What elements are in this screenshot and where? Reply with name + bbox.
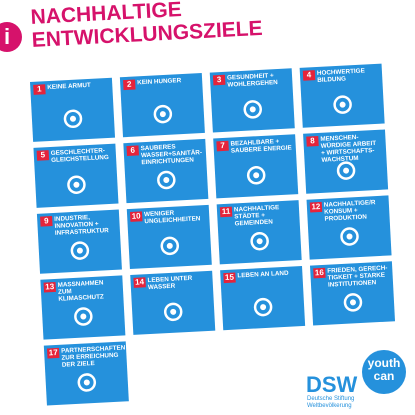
goal-icon — [149, 102, 176, 130]
goal-icon — [59, 107, 86, 135]
goal-icon — [250, 295, 277, 323]
goal-tile: 17 PARTNERSCHAFTEN ZUR ERREICHUNG DER ZIELE — [43, 341, 129, 406]
goal-tile: 10 WENIGER UNGLEICHHEITEN — [126, 204, 212, 270]
goal-tile: 8 MENSCHEN- WÜRDIGE ARBEIT + WIRTSCHAFTS- WA… — [303, 129, 389, 194]
goal-number: 16 — [313, 267, 326, 279]
goal-icon — [156, 234, 183, 262]
goal-label: BEZAHLBARE + SAUBERE ENERGIE — [230, 137, 294, 155]
icon-shape — [253, 297, 273, 317]
icon-shape — [333, 95, 352, 114]
goal-number: 14 — [133, 277, 146, 288]
info-icon: i — [0, 22, 22, 52]
goal-tile: 14 LEBEN UNTER WASSER — [130, 270, 216, 335]
goal-label-line: KEIN HUNGER — [137, 77, 182, 87]
goal-label: GESCHLECHTER- GLEICHSTELLUNG — [51, 147, 115, 164]
goal-icon — [329, 93, 356, 121]
goal-tile: 2 KEIN HUNGER — [119, 72, 205, 138]
goal-number: 3 — [212, 74, 226, 86]
goal-label: INDUSTRIE, INNOVATION + INFRASTRUKTUR — [54, 213, 118, 237]
goal-label: KEIN HUNGER — [137, 76, 200, 86]
goal-grid: 1 KEINE ARMUT 2 KEIN HUNGER 3 GESUNDHEIT + WOH… — [30, 63, 403, 407]
goal-number: 4 — [302, 70, 316, 81]
goal-tile: 11 NACHHALTIGE STÄDTE + GEMEINDEN — [216, 200, 302, 265]
icon-shape — [153, 104, 173, 124]
icon-shape — [70, 241, 90, 260]
goal-icon — [160, 300, 187, 328]
goal-number: 8 — [306, 135, 319, 147]
goal-number: 6 — [126, 145, 139, 157]
goal-tile: 4 HOCHWERTIGE BILDUNG — [299, 63, 385, 128]
goal-label-line: LEBEN AN LAND — [237, 269, 289, 280]
logo-name: DSW — [306, 372, 358, 397]
title: NACHHALTIGE ENTWICKLUNGSZIELE — [30, 0, 263, 52]
icon-shape — [74, 307, 93, 326]
goal-tile: 16 FRIEDEN, GERECH- TIGKEIT + STARKE INSTIT… — [309, 261, 396, 326]
logo-subtitle: Deutsche Stiftung Weltbevölkerung — [307, 396, 354, 410]
goal-number: 9 — [40, 216, 53, 227]
goal-label: FRIEDEN, GERECH- TIGKEIT + STARKE INSTITUT… — [327, 264, 391, 289]
goal-tile: 3 GESUNDHEIT + WOHLERGEHEN — [209, 68, 295, 133]
goal-label: GESUNDHEIT + WOHLERGEHEN — [227, 71, 291, 88]
goal-label-line: KEINE ARMUT — [47, 81, 91, 92]
goal-label: SAUBERES WASSER+SANITÄR- EINRICHTUNGEN — [140, 142, 204, 166]
goal-icon — [239, 98, 266, 126]
subtitle-line: Deutsche Stiftung — [307, 396, 355, 402]
goal-icon — [63, 173, 90, 201]
icon-shape — [243, 100, 262, 119]
goal-tile: 15 LEBEN AN LAND — [220, 266, 306, 331]
goal-number: 7 — [216, 140, 229, 152]
goal-label: WENIGER UNGLEICHHEITEN — [144, 208, 208, 226]
goal-icon — [153, 168, 180, 196]
goal-number: 11 — [219, 206, 233, 218]
logo: DSW youth can Deutsche Stiftung Weltbevö… — [306, 350, 411, 410]
goal-number: 12 — [309, 201, 323, 213]
logo-bubble: youth can — [362, 350, 406, 394]
goal-label: NACHHALTIGE STÄDTE + GEMEINDEN — [234, 203, 298, 227]
goal-number: 10 — [129, 211, 143, 222]
goal-number: 15 — [223, 272, 236, 284]
goal-label: HOCHWERTIGE BILDUNG — [317, 67, 381, 83]
goal-number: 5 — [36, 150, 50, 161]
goal-label: LEBEN UNTER WASSER — [147, 274, 211, 291]
goal-number: 17 — [46, 347, 60, 359]
icon-shape — [157, 170, 176, 190]
goal-number: 13 — [43, 281, 57, 293]
goal-tile: 12 NACHHALTIGE/R KONSUM + PRODUKTION — [306, 195, 392, 260]
bubble-line: can — [373, 369, 395, 383]
goal-icon — [66, 239, 93, 267]
icon-shape — [246, 166, 266, 185]
goal-number: 1 — [33, 84, 46, 95]
icon-shape — [336, 161, 356, 180]
goal-icon — [246, 230, 273, 258]
icon-shape — [77, 373, 97, 392]
icon-shape — [250, 231, 269, 251]
icon-shape — [63, 109, 83, 129]
goal-icon — [73, 371, 100, 399]
icon-shape — [163, 302, 183, 322]
goal-label: MASSNAHMEN ZUM KLIMASCHUTZ — [57, 279, 121, 302]
goal-label: PARTNERSCHAFTEN ZUR ERREICHUNG DER ZIELE — [61, 344, 126, 368]
goal-tile: 7 BEZAHLBARE + SAUBERE ENERGIE — [213, 134, 299, 199]
goal-icon — [333, 159, 360, 187]
icon-shape — [160, 236, 180, 256]
goal-number: 2 — [123, 79, 136, 91]
icon-shape — [343, 293, 363, 312]
icon-shape — [67, 175, 86, 194]
goal-label: LEBEN AN LAND — [237, 269, 300, 280]
goal-tile: 9 INDUSTRIE, INNOVATION + INFRASTRUKTUR — [36, 209, 122, 274]
goal-icon — [243, 164, 270, 192]
goal-label: KEINE ARMUT — [47, 81, 110, 91]
goal-label: NACHHALTIGE/R KONSUM + PRODUKTION — [324, 198, 388, 223]
goal-icon — [70, 305, 97, 333]
goal-tile: 5 GESCHLECHTER- GLEICHSTELLUNG — [33, 143, 119, 208]
icon-shape — [340, 227, 359, 246]
goal-tile: 6 SAUBERES WASSER+SANITÄR- EINRICHTUNGEN — [123, 138, 209, 204]
goal-icon — [336, 225, 363, 253]
bubble-line: youth — [367, 356, 401, 370]
subtitle-line: Weltbevölkerung — [307, 403, 352, 409]
goal-tile: 1 KEINE ARMUT — [30, 77, 116, 142]
goal-tile: 13 MASSNAHMEN ZUM KLIMASCHUTZ — [40, 275, 126, 340]
goal-icon — [339, 291, 366, 319]
